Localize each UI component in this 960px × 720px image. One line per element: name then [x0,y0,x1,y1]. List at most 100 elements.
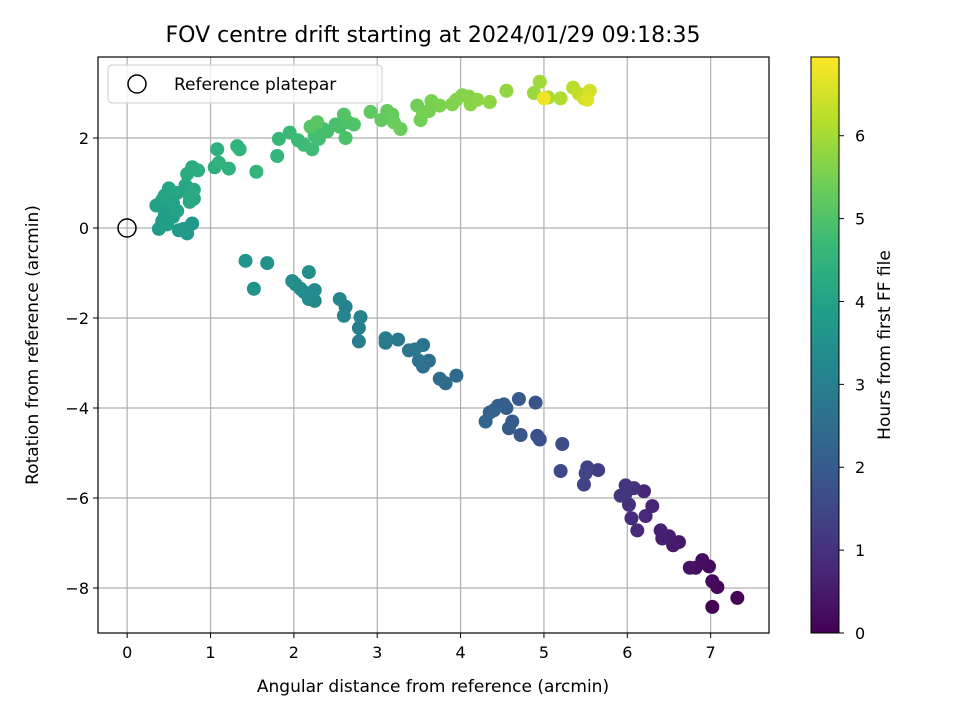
data-point [432,371,447,386]
data-point [645,499,660,514]
data-point [270,149,285,163]
colorbar [811,57,839,633]
colorbar-tick-label: 1 [855,541,865,560]
data-point [555,437,570,451]
legend-label: Reference platepar [174,75,336,95]
data-point [624,511,639,526]
colorbar-tick-label: 0 [855,624,865,643]
data-point [210,142,225,157]
colorbar-tick-label: 3 [855,375,865,394]
data-point [580,92,595,107]
legend-marker [127,74,147,94]
data-point [513,428,528,442]
colorbar-tick-label: 5 [855,210,865,229]
data-point [186,182,201,197]
chart-title: FOV centre drift starting at 2024/01/29 … [166,23,701,48]
data-point [530,428,545,443]
x-tick-label: 7 [706,643,716,662]
x-tick-label: 4 [455,643,465,662]
data-point [618,486,633,501]
data-point [351,320,366,335]
data-point [591,463,606,478]
data-point [336,107,351,122]
data-point [232,142,247,157]
data-point [432,98,447,113]
data-point [449,368,464,383]
data-point [576,477,591,492]
data-point [578,466,593,481]
plot-frame [97,56,770,634]
data-point [246,281,261,296]
data-point [536,91,551,106]
colorbar-tick-label: 2 [855,458,865,477]
x-tick-label: 6 [622,643,632,662]
legend-box [107,64,383,104]
x-tick-label: 2 [289,643,299,662]
colorbar-ticks: 0 1 2 3 4 5 6 [839,127,865,643]
data-point [160,217,175,232]
y-tick-label: 0 [79,219,89,238]
data-point [621,497,636,512]
colorbar-tick-label: 4 [855,292,865,311]
data-point [221,161,236,176]
x-axis-ticks: 0 1 2 3 4 5 6 7 [122,633,716,662]
data-point [310,115,325,130]
data-point [249,164,264,179]
data-point [478,414,493,429]
data-point [511,392,526,406]
data-point [238,253,253,268]
data-point [705,599,720,614]
data-point [170,203,185,218]
data-point [363,104,378,119]
data-point [353,310,368,325]
x-tick-label: 5 [539,643,549,662]
data-point [730,590,745,605]
scatter-points [149,74,745,614]
x-tick-label: 1 [205,643,215,662]
colorbar-tick-label: 6 [855,127,865,146]
data-point [191,163,206,178]
colorbar-label: Hours from first FF file [875,250,895,440]
data-point [482,95,497,109]
data-point [351,334,366,349]
data-point [682,560,697,575]
grid [98,57,769,633]
data-point [391,332,406,347]
data-point [346,117,361,132]
data-point [501,421,516,436]
data-point [532,74,547,89]
data-point [653,523,668,538]
y-tick-label: −4 [65,399,89,418]
data-point [705,574,720,589]
data-point [336,308,351,323]
data-point [260,256,275,271]
y-tick-label: −8 [65,579,89,598]
y-axis-label: Rotation from reference (arcmin) [23,205,43,485]
data-point [285,274,300,289]
x-tick-label: 3 [372,643,382,662]
data-point [301,265,316,280]
x-tick-label: 0 [122,643,132,662]
data-point [553,91,568,106]
data-point [171,223,186,238]
data-point [528,395,543,410]
data-point [305,142,320,157]
data-point [378,331,393,346]
reference-marker [117,218,137,238]
x-axis-label: Angular distance from reference (arcmin) [257,677,609,697]
data-point [271,131,286,146]
data-point [332,292,347,307]
y-axis-ticks: −8 −6 −4 −2 0 2 [65,129,98,598]
colorbar-frame [810,56,840,634]
data-point [338,131,353,145]
data-point [630,523,645,538]
data-point [401,343,416,358]
data-point [182,194,197,209]
data-point [411,353,426,368]
y-tick-label: −6 [65,489,89,508]
y-tick-label: 2 [79,129,89,148]
data-point [499,83,514,98]
data-point [470,92,485,107]
y-tick-label: −2 [65,309,89,328]
